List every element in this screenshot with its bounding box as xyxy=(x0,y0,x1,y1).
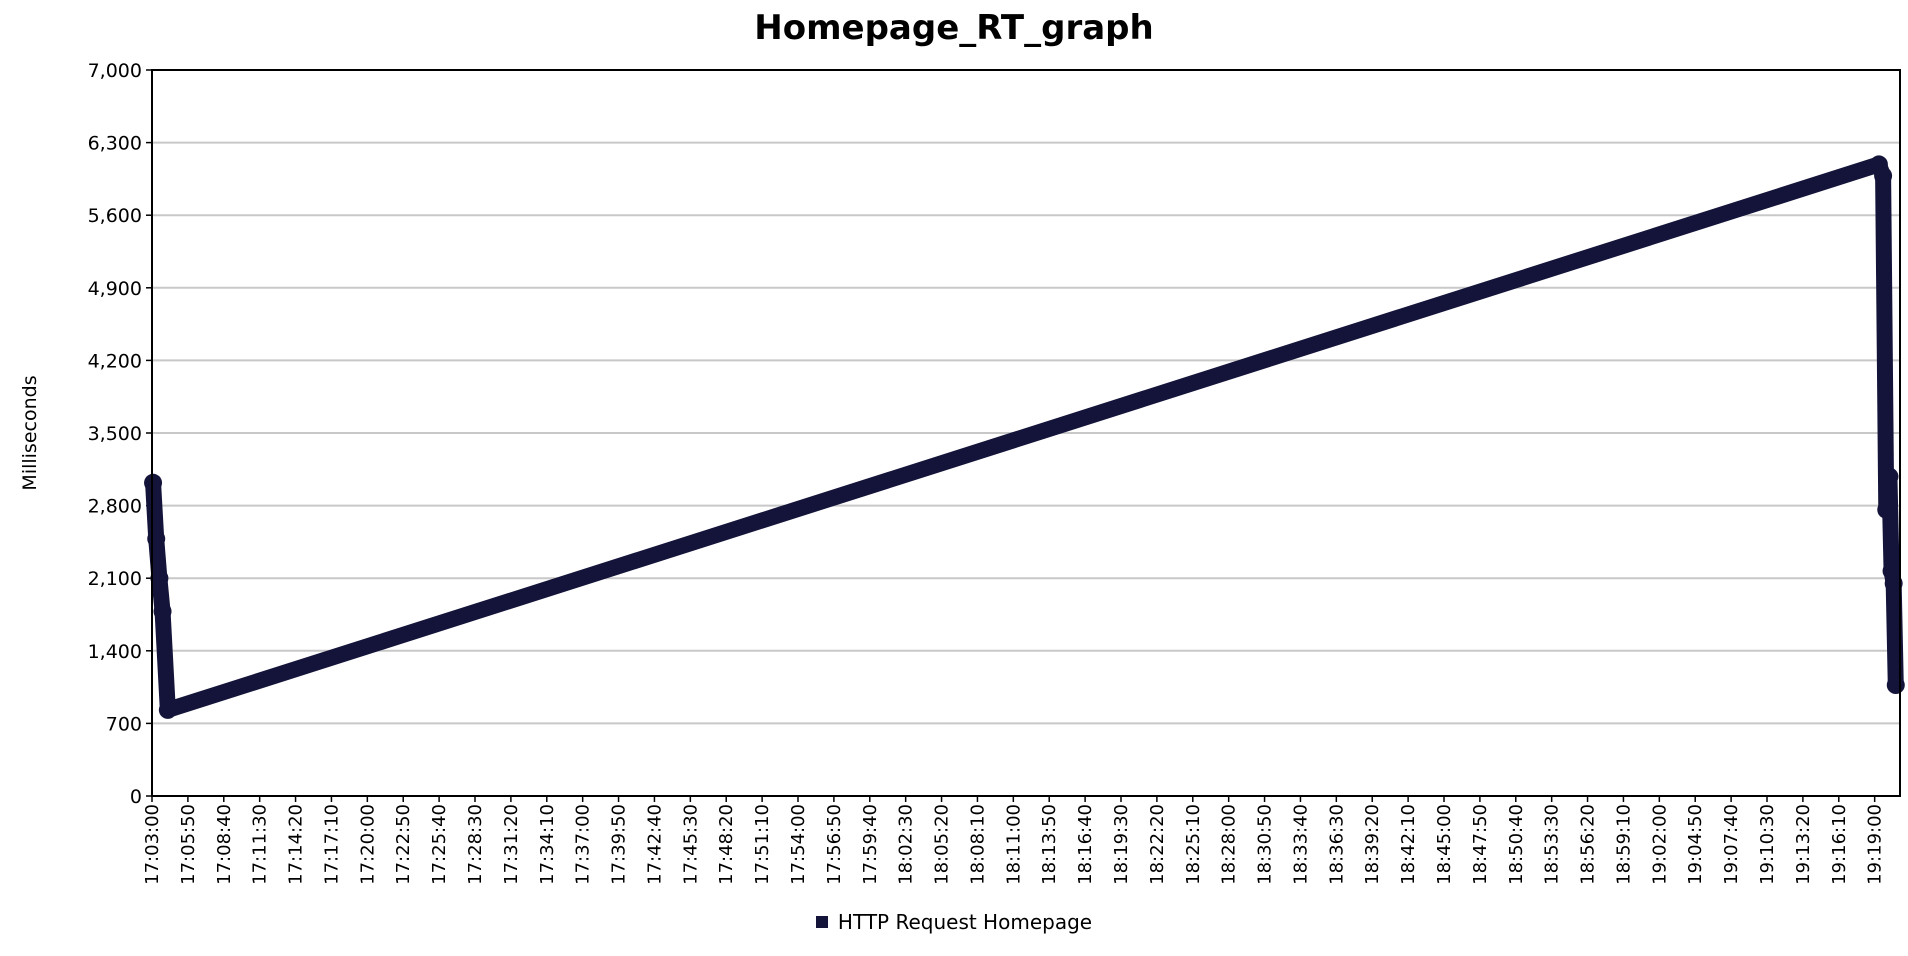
y-tick-label: 4,900 xyxy=(88,278,142,300)
x-tick-label: 18:05:20 xyxy=(932,804,953,885)
y-tick-label: 2,100 xyxy=(88,568,142,590)
x-tick-label: 17:59:40 xyxy=(860,804,881,885)
x-tick-label: 18:56:20 xyxy=(1578,804,1599,885)
x-tick-label: 17:11:30 xyxy=(250,804,271,885)
y-axis: 0 700 1,400 2,100 2,800 3,500 4,200 4,900 5,600 6… xyxy=(88,60,152,808)
x-tick-label: 19:19:00 xyxy=(1865,804,1886,885)
y-axis-label: Milliseconds xyxy=(19,375,41,490)
x-tick-label: 18:59:10 xyxy=(1613,804,1634,885)
x-tick-label: 19:07:40 xyxy=(1721,804,1742,885)
x-tick-label: 18:11:00 xyxy=(1003,804,1024,885)
plot-frame xyxy=(151,69,1901,797)
data-point xyxy=(144,473,163,492)
x-tick-label: 19:16:10 xyxy=(1829,804,1850,885)
y-tick-label: 2,800 xyxy=(88,496,142,518)
legend: HTTP Request Homepage xyxy=(0,910,1908,934)
x-tick-label: 17:05:50 xyxy=(178,804,199,885)
y-tick-label: 0 xyxy=(130,786,142,808)
x-tick-label: 18:36:30 xyxy=(1326,804,1347,885)
x-tick-label: 18:33:40 xyxy=(1290,804,1311,885)
y-tick-label: 7,000 xyxy=(88,60,142,82)
x-tick-label: 18:53:30 xyxy=(1542,804,1563,885)
x-tick-label: 18:42:10 xyxy=(1398,804,1419,885)
x-tick-label: 17:39:50 xyxy=(609,804,630,885)
legend-label: HTTP Request Homepage xyxy=(837,910,1093,934)
x-tick-label: 17:45:30 xyxy=(680,804,701,885)
y-tick-label: 5,600 xyxy=(88,205,142,227)
x-tick-label: 17:42:40 xyxy=(644,804,665,885)
chart-title: Homepage_RT_graph xyxy=(754,8,1154,48)
grid-lines xyxy=(152,141,1900,725)
x-tick-label: 17:51:10 xyxy=(752,804,773,885)
x-tick-label: 18:50:40 xyxy=(1506,804,1527,885)
data-point xyxy=(1877,500,1896,519)
x-tick-label: 18:16:40 xyxy=(1075,804,1096,885)
series-layer xyxy=(144,155,1905,719)
data-point xyxy=(153,602,172,621)
x-tick-label: 19:10:30 xyxy=(1757,804,1778,885)
x-axis: 17:03:00 17:05:50 17:08:40 17:11:30 17:14:20… xyxy=(142,796,1886,885)
x-tick-label: 17:37:00 xyxy=(573,804,594,885)
x-tick-label: 17:25:40 xyxy=(429,804,450,885)
y-tick-label: 700 xyxy=(106,713,142,735)
x-tick-label: 18:19:30 xyxy=(1111,804,1132,885)
x-tick-label: 17:56:50 xyxy=(824,804,845,885)
x-tick-label: 17:14:20 xyxy=(286,804,307,885)
x-tick-label: 17:20:00 xyxy=(357,804,378,885)
x-tick-label: 17:31:20 xyxy=(501,804,522,885)
data-point xyxy=(1880,467,1899,486)
data-point xyxy=(158,700,177,719)
data-point xyxy=(150,569,169,588)
x-tick-label: 19:04:50 xyxy=(1685,804,1706,885)
x-tick-label: 17:08:40 xyxy=(214,804,235,885)
data-point xyxy=(1874,166,1893,185)
x-tick-label: 18:25:10 xyxy=(1183,804,1204,885)
legend-swatch xyxy=(815,915,828,928)
x-tick-label: 18:02:30 xyxy=(896,804,917,885)
x-tick-label: 18:30:50 xyxy=(1255,804,1276,885)
data-point xyxy=(1884,574,1903,593)
x-tick-label: 17:54:00 xyxy=(788,804,809,885)
x-tick-label: 18:45:00 xyxy=(1434,804,1455,885)
y-tick-label: 1,400 xyxy=(88,641,142,663)
data-point xyxy=(147,529,166,548)
data-point xyxy=(1886,676,1905,695)
x-tick-label: 17:48:20 xyxy=(716,804,737,885)
x-tick-label: 18:28:00 xyxy=(1219,804,1240,885)
x-tick-label: 18:47:50 xyxy=(1470,804,1491,885)
x-tick-label: 17:22:50 xyxy=(393,804,414,885)
y-tick-label: 3,500 xyxy=(88,423,142,445)
x-tick-label: 19:02:00 xyxy=(1649,804,1670,885)
x-tick-label: 17:34:10 xyxy=(537,804,558,885)
series-line xyxy=(145,156,1904,718)
x-tick-label: 18:08:10 xyxy=(967,804,988,885)
x-tick-label: 17:28:30 xyxy=(465,804,486,885)
y-tick-label: 6,300 xyxy=(88,133,142,155)
x-tick-label: 17:03:00 xyxy=(142,804,163,885)
x-tick-label: 18:22:20 xyxy=(1147,804,1168,885)
x-tick-label: 18:13:50 xyxy=(1039,804,1060,885)
y-tick-label: 4,200 xyxy=(88,350,142,372)
x-tick-label: 19:13:20 xyxy=(1793,804,1814,885)
x-tick-label: 18:39:20 xyxy=(1362,804,1383,885)
x-tick-label: 17:17:10 xyxy=(321,804,342,885)
